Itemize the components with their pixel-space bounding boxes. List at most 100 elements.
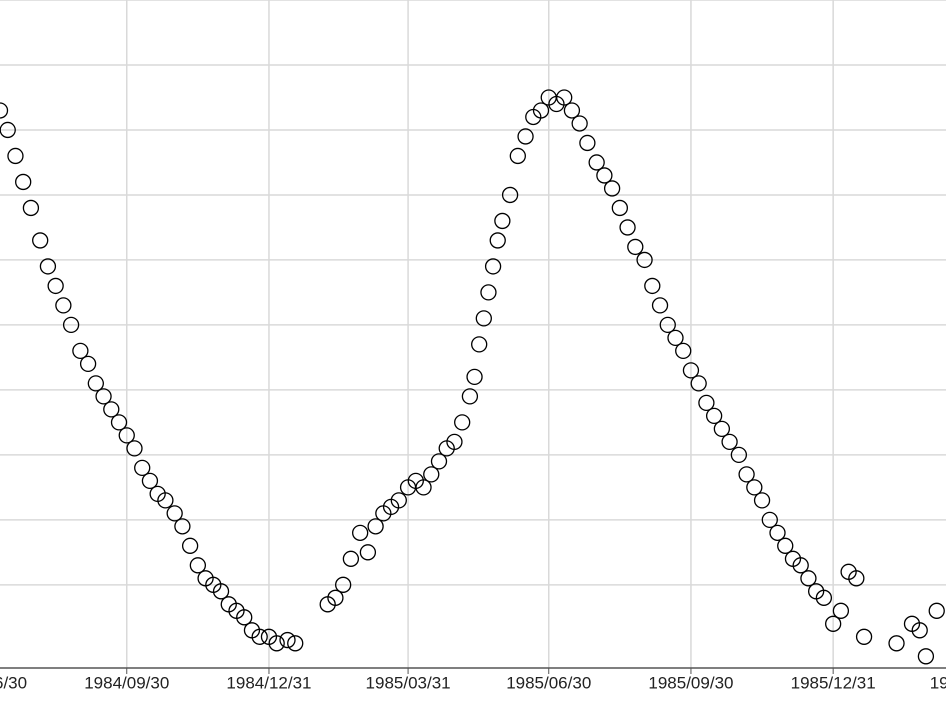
point xyxy=(47,277,64,295)
point xyxy=(287,635,304,652)
point xyxy=(390,492,407,509)
point xyxy=(415,479,432,496)
point xyxy=(189,557,207,574)
point xyxy=(792,557,809,574)
point xyxy=(475,310,492,327)
point xyxy=(571,115,588,132)
point xyxy=(619,219,636,236)
point xyxy=(110,414,128,431)
point xyxy=(268,635,285,652)
point xyxy=(22,199,40,217)
point xyxy=(0,121,16,139)
point xyxy=(738,466,755,483)
point xyxy=(461,388,479,405)
point xyxy=(800,570,817,587)
point xyxy=(532,102,550,119)
point xyxy=(87,375,104,392)
point xyxy=(579,134,596,152)
point xyxy=(509,147,526,165)
x-tick-label: 1985/09/30 xyxy=(648,673,733,692)
point xyxy=(611,199,628,217)
point xyxy=(166,505,183,522)
point xyxy=(659,316,676,334)
point xyxy=(917,648,935,665)
point xyxy=(667,329,684,347)
point xyxy=(126,440,143,457)
point xyxy=(95,388,112,405)
point xyxy=(911,622,928,639)
point xyxy=(556,89,573,106)
point xyxy=(721,433,738,451)
point xyxy=(928,602,945,619)
point xyxy=(480,284,497,301)
point xyxy=(815,589,833,606)
point xyxy=(675,342,692,360)
point xyxy=(494,212,511,230)
point xyxy=(134,459,151,477)
point xyxy=(423,466,440,483)
point xyxy=(651,297,669,314)
point xyxy=(454,414,471,431)
point xyxy=(367,518,384,535)
point xyxy=(181,537,199,554)
point xyxy=(596,167,613,184)
point xyxy=(174,518,191,535)
point xyxy=(730,446,748,464)
point xyxy=(517,128,534,145)
point xyxy=(682,362,700,379)
point xyxy=(636,251,653,269)
point xyxy=(0,102,9,119)
point xyxy=(644,277,661,295)
point xyxy=(753,492,771,509)
point xyxy=(471,336,488,353)
point xyxy=(212,583,230,600)
point xyxy=(888,635,905,652)
point xyxy=(698,394,715,412)
x-tick-label: 1985/06/30 xyxy=(506,673,591,692)
x-tick-label: 1985/12/31 xyxy=(791,673,876,692)
point xyxy=(832,602,850,619)
point xyxy=(603,180,621,197)
point xyxy=(769,524,786,541)
point xyxy=(466,368,483,386)
point xyxy=(141,472,159,490)
point xyxy=(7,147,24,165)
x-tick-label: 1985/03/31 xyxy=(366,673,451,692)
point xyxy=(55,297,72,314)
point xyxy=(588,154,605,171)
point xyxy=(251,628,268,645)
point xyxy=(32,232,49,249)
point xyxy=(484,258,502,275)
point xyxy=(848,570,865,587)
point xyxy=(352,524,369,541)
point xyxy=(359,544,377,561)
x-tick-label: 1984/12/31 xyxy=(226,673,311,692)
point xyxy=(236,609,253,626)
point xyxy=(446,433,463,451)
point xyxy=(563,102,581,119)
point xyxy=(713,420,731,438)
x-tick-label: 1986/03/31 xyxy=(930,673,946,692)
point xyxy=(327,589,344,606)
point xyxy=(72,342,89,360)
point xyxy=(342,550,360,567)
point xyxy=(118,427,135,444)
point xyxy=(103,401,120,418)
point xyxy=(705,407,723,425)
point xyxy=(279,631,296,649)
point xyxy=(690,375,707,392)
point xyxy=(335,576,352,593)
x-tick-label: 1984/06/30 xyxy=(0,673,27,692)
point xyxy=(501,186,519,204)
point xyxy=(430,453,448,470)
point xyxy=(855,628,873,645)
point xyxy=(15,173,32,191)
point xyxy=(62,316,80,334)
point xyxy=(825,615,842,632)
point xyxy=(79,355,97,373)
x-tick-label: 1984/09/30 xyxy=(84,673,169,692)
point xyxy=(39,258,57,275)
point xyxy=(777,537,794,554)
point xyxy=(489,232,506,249)
